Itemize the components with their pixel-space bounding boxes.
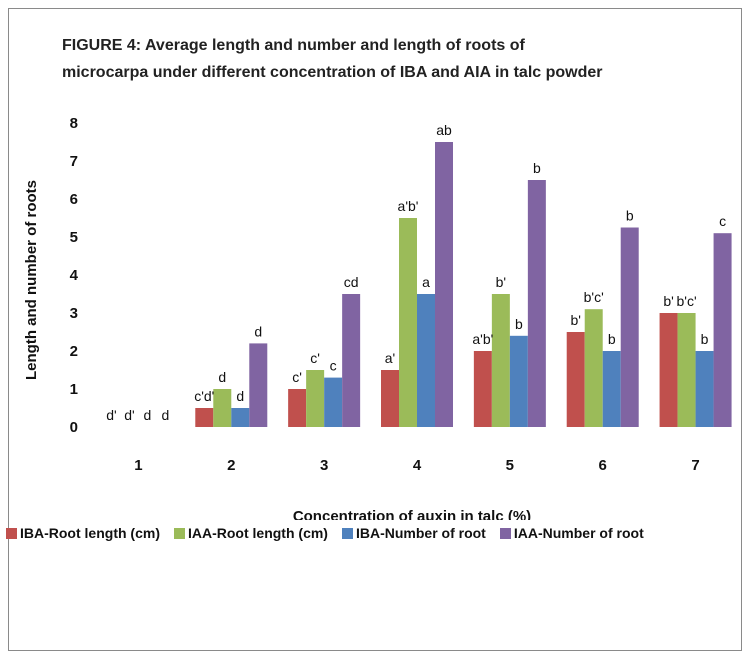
legend-label: IAA-Number of root [513,525,644,541]
bar-data-label: b'c' [677,293,697,309]
bar [249,343,268,427]
bar-data-label: c' [292,369,302,385]
bar [231,408,250,427]
chart-title-line-1: FIGURE 4: Average length and number and … [62,37,525,54]
bar-data-label: d' [106,407,116,423]
legend: IBA-Root length (cm) IAA-Root length (cm)… [6,521,750,545]
x-axis-label: Concentration of auxin in talc (%) [293,508,531,520]
y-tick-label: 7 [70,153,78,170]
bar [381,370,399,427]
y-tick-label: 4 [70,267,79,284]
bar [306,370,325,427]
legend-label: IAA-Root length (cm) [187,525,328,541]
bar-data-label: b' [570,312,580,328]
legend-label: IBA-Root length (cm) [20,525,160,541]
x-tick-label: 6 [599,457,607,474]
bar-data-label: ab [436,122,452,138]
bar [491,294,510,427]
bar-data-label: d [254,323,262,339]
legend-swatch [499,527,511,539]
bar-data-label: c' [310,350,320,366]
bar-data-label: d [162,407,170,423]
bar [620,227,639,427]
bar-data-label: d [218,369,226,385]
bar [399,218,417,427]
x-tick-label: 7 [691,457,699,474]
bar [195,408,214,427]
y-tick-label: 8 [70,115,78,132]
legend-item: IBA-Number of root [341,525,486,541]
y-axis-ticks: 0 1 2 3 4 5 6 7 8 [70,115,79,436]
bar-data-label: b' [663,293,673,309]
legend-swatch [341,527,353,539]
bar [527,180,546,427]
legend-item: IAA-Root length (cm) [173,525,328,541]
legend-item: IBA-Root length (cm) [6,525,160,541]
bar-data-label: c [719,213,726,229]
y-tick-label: 6 [70,191,78,208]
y-tick-label: 5 [70,229,78,246]
bar [213,389,232,427]
bar [602,351,621,427]
bar-data-label: b' [496,274,506,290]
x-tick-label: 5 [506,457,514,474]
bar [659,313,678,427]
bars [195,142,732,427]
bar-data-label: d' [124,407,134,423]
bar-data-label: a'b' [398,198,419,214]
bar-data-label: a [422,274,430,290]
legend-item: IAA-Number of root [499,525,644,541]
legend-swatch [6,527,17,539]
bar-data-label: c'd' [194,388,214,404]
chart-title-line-2: microcarpa under different concentration… [62,64,603,81]
bar [566,332,585,427]
bar [584,309,603,427]
y-tick-label: 1 [70,381,78,398]
bar [509,335,528,427]
bar [342,294,361,427]
bar-data-label: b [626,208,634,224]
bar-data-label: c [330,358,337,374]
x-tick-label: 3 [320,457,328,474]
bar [473,351,492,427]
bar-data-label: a' [385,350,395,366]
bar [288,389,307,427]
legend-label: IBA-Number of root [355,525,486,541]
x-tick-label: 1 [134,457,142,474]
bar [713,233,732,427]
bar-data-label: d [236,388,244,404]
bar [324,377,343,427]
bar-data-label: b [701,331,709,347]
bar [417,294,435,427]
bar-data-label: d [144,407,152,423]
bar-data-label: a'b' [472,331,493,347]
x-tick-label: 4 [413,457,422,474]
bar [695,351,714,427]
y-axis-label: Length and number of roots [23,180,40,380]
bar-data-label: b [533,160,541,176]
y-tick-label: 3 [70,305,78,322]
y-tick-label: 0 [70,419,78,436]
legend-swatch [173,527,185,539]
bar-data-label: cd [344,274,359,290]
x-tick-label: 2 [227,457,235,474]
bar [435,142,453,427]
x-axis-ticks: 1 2 3 4 5 6 7 [134,457,699,474]
bar-data-label: b [515,316,523,332]
bar-data-label: b'c' [584,289,604,305]
bar-data-label: b [608,331,616,347]
chart-frame [8,8,742,651]
bar [677,313,696,427]
y-tick-label: 2 [70,343,78,360]
